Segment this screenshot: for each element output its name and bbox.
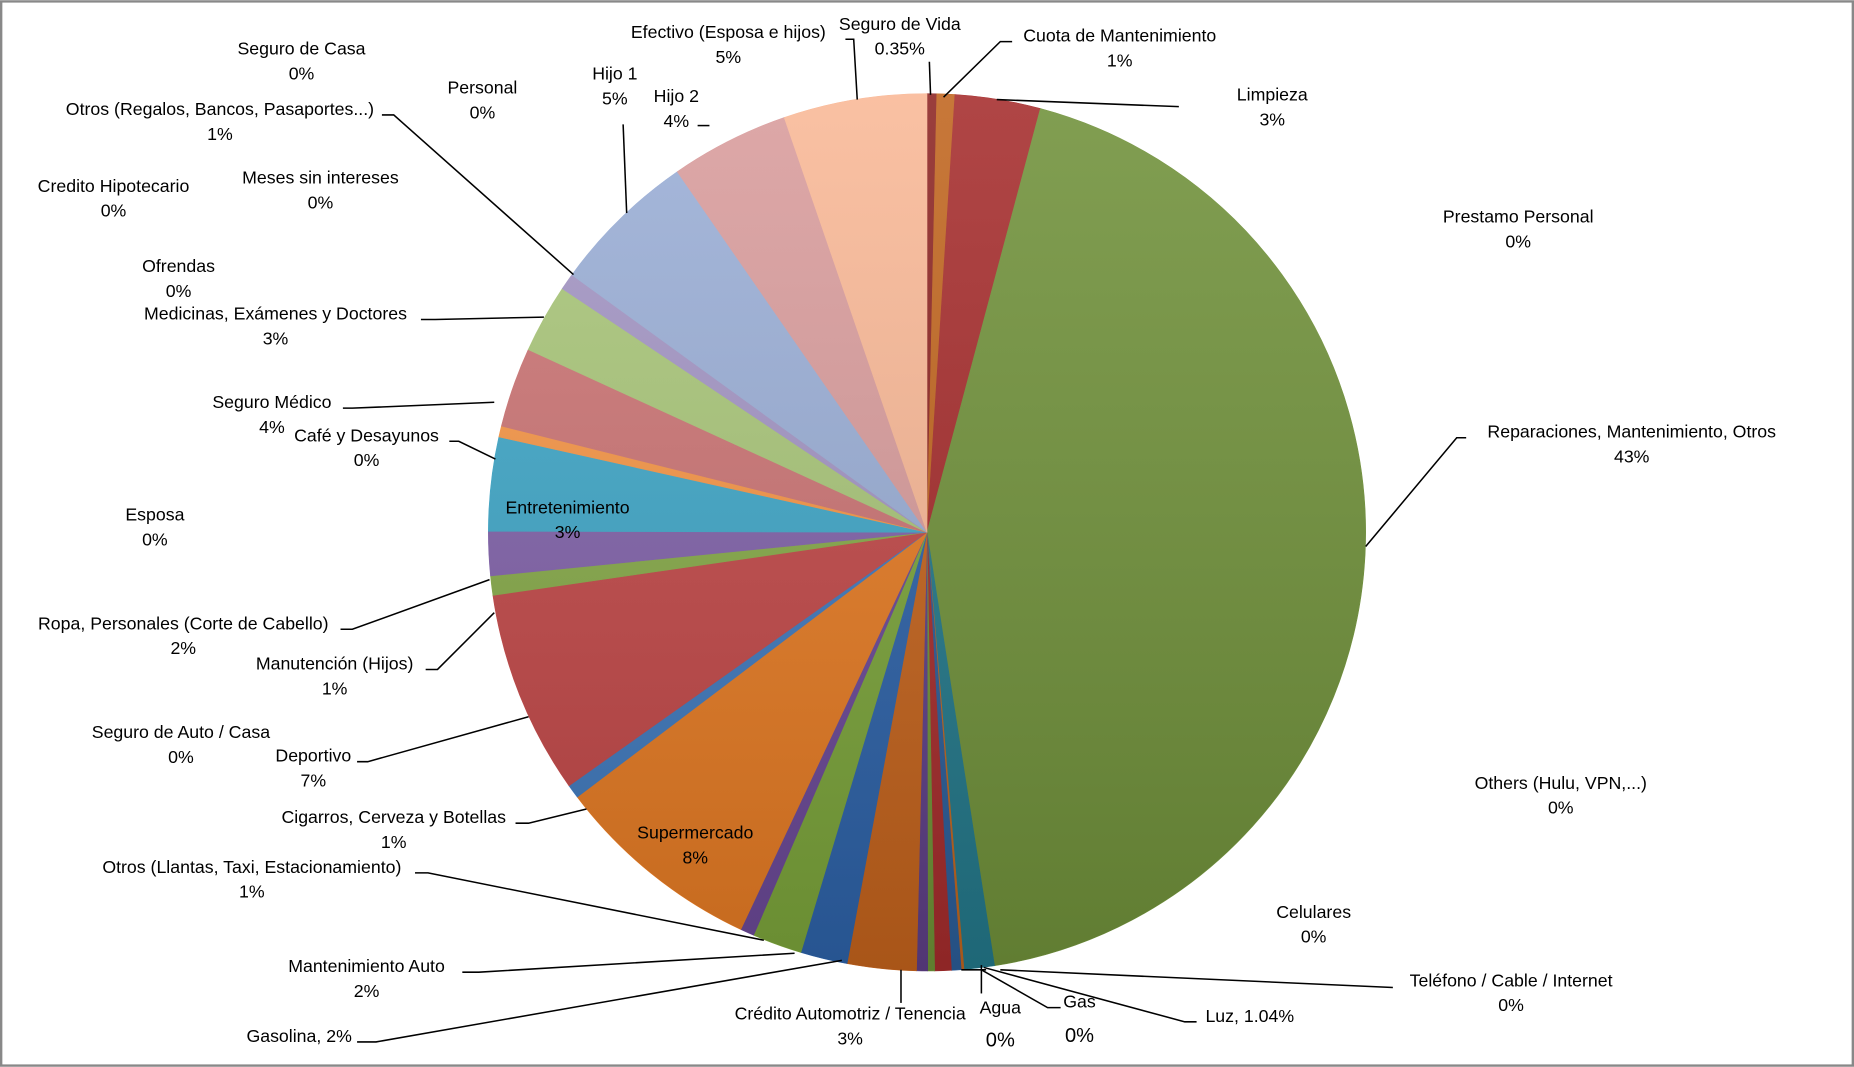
label-cafe: Café y Desayunos 0% (294, 425, 439, 470)
leader-line (425, 612, 495, 671)
leader-line (357, 716, 529, 763)
label-cuota: Cuota de Mantenimiento 1% (1023, 26, 1216, 71)
label-entretenimiento: Entretenimiento 3% (505, 497, 629, 542)
label-personal: Personal 0% (447, 78, 517, 123)
pie-gradient-overlay (488, 93, 1366, 971)
label-gasolina: Gasolina, 2% (246, 1026, 352, 1046)
leader-line (515, 808, 587, 824)
label-telefono: Teléfono / Cable / Internet 0% (1410, 970, 1613, 1015)
label-prestamo: Prestamo Personal 0% (1443, 207, 1594, 252)
label-cigarros: Cigarros, Cerveza y Botellas 1% (281, 807, 506, 852)
label-gas: Gas 0% (1063, 992, 1096, 1047)
label-deportivo: Deportivo 7% (275, 746, 351, 791)
label-reparaciones: Reparaciones, Mantenimiento, Otros 43% (1487, 422, 1776, 467)
label-ropa: Ropa, Personales (Corte de Cabello) 2% (38, 613, 329, 658)
label-hijo1: Hijo 1 5% (592, 63, 637, 108)
leader-line (357, 959, 842, 1043)
label-credito-hip: Credito Hipotecario 0% (38, 176, 190, 221)
leader-line (342, 401, 495, 409)
data-labels: Seguro de Vida 0.35% Cuota de Mantenimien… (38, 14, 1776, 1052)
label-otros-llantas: Otros (Llantas, Taxi, Estacionamiento) 1% (102, 857, 401, 902)
leader-line (415, 872, 764, 941)
label-seguro-casa: Seguro de Casa 0% (237, 39, 365, 84)
label-supermercado: Supermercado 8% (637, 823, 753, 868)
leader-lines (340, 38, 1467, 1043)
label-mant-auto: Mantenimiento Auto 2% (288, 956, 445, 1001)
label-seguro-vida: Seguro de Vida 0.35% (839, 14, 961, 59)
leader-line (943, 40, 1013, 98)
label-efectivo: Efectivo (Esposa e hijos) 5% (631, 22, 826, 67)
label-meses: Meses sin intereses 0% (242, 168, 399, 213)
leader-line (983, 966, 1197, 1023)
pie-shading (488, 93, 1366, 971)
label-otros-regalos: Otros (Regalos, Bancos, Pasaportes...) 1% (66, 99, 374, 144)
label-ofrendas: Ofrendas 0% (142, 256, 215, 301)
leader-line (340, 578, 490, 631)
leader-line (981, 969, 1061, 1009)
label-seguro-medico: Seguro Médico 4% (212, 392, 331, 437)
label-hijo2: Hijo 2 4% (654, 86, 699, 131)
label-medicinas: Medicinas, Exámenes y Doctores 3% (144, 303, 407, 348)
label-celulares: Celulares 0% (1276, 902, 1351, 947)
leader-line (845, 38, 859, 100)
leader-line (381, 114, 574, 276)
label-limpieza: Limpieza 3% (1237, 85, 1308, 130)
label-credito-auto: Crédito Automotriz / Tenencia 3% (735, 1003, 966, 1048)
label-others: Others (Hulu, VPN,...) 0% (1475, 773, 1647, 818)
leader-line (622, 124, 628, 214)
leader-line (462, 952, 795, 973)
label-agua: Agua 0% (980, 998, 1022, 1052)
leader-line (420, 316, 544, 321)
leader-line (1000, 969, 1393, 989)
leader-line (996, 98, 1179, 108)
leader-line (449, 440, 496, 460)
leader-line (928, 61, 932, 95)
leader-line (1365, 436, 1467, 547)
label-manutencion: Manutención (Hijos) 1% (256, 653, 414, 698)
label-esposa: Esposa 0% (125, 504, 184, 549)
label-luz: Luz, 1.04% (1205, 1006, 1294, 1026)
label-seguro-auto: Seguro de Auto / Casa 0% (92, 722, 270, 767)
